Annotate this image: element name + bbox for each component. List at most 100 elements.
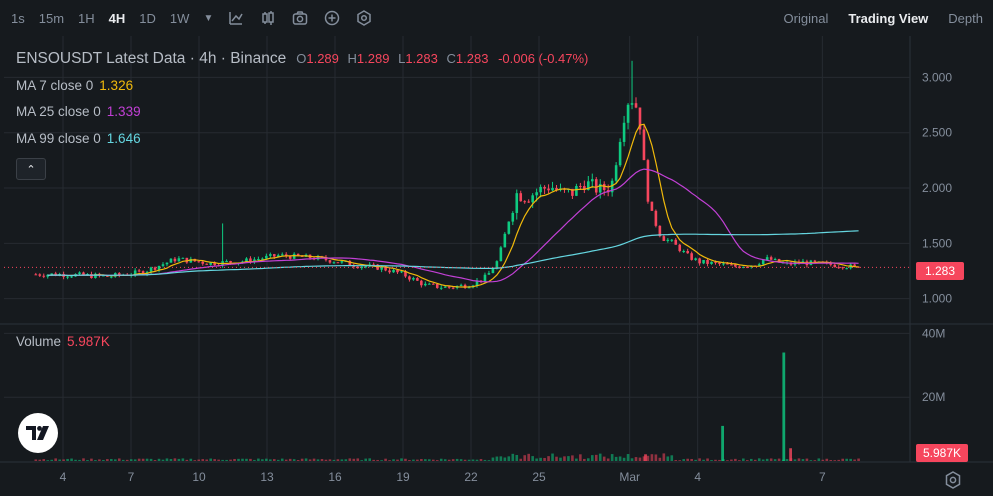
candle-body xyxy=(245,258,248,262)
ohlc-values: O1.289 H1.289 L1.283 C1.283 -0.006 (-0.4… xyxy=(296,51,589,66)
candle-type-icon[interactable] xyxy=(252,0,284,36)
collapse-legend-button[interactable]: ⌃ xyxy=(16,158,46,180)
chart-legend: ENSOUSDT Latest Data · 4h · Binance O1.2… xyxy=(16,50,588,148)
volume-bar xyxy=(344,459,348,461)
volume-bar xyxy=(527,453,530,461)
candle-body xyxy=(261,258,264,260)
candle-body xyxy=(523,201,527,203)
volume-bar xyxy=(316,459,320,461)
candle-body xyxy=(551,187,554,191)
interval-1h[interactable]: 1H xyxy=(78,10,95,26)
candle-body xyxy=(428,283,431,285)
candle-body xyxy=(614,165,618,181)
volume-bar xyxy=(312,458,316,461)
volume-bar xyxy=(694,459,697,461)
volume-bar xyxy=(789,448,792,461)
volume-bar xyxy=(125,459,129,461)
candle-body xyxy=(646,160,650,202)
volume-bar xyxy=(841,458,845,461)
tradingview-logo[interactable] xyxy=(18,413,58,453)
view-trading-view[interactable]: Trading View xyxy=(848,10,929,26)
volume-bar xyxy=(706,458,709,461)
volume-bar xyxy=(555,456,558,461)
volume-bar xyxy=(443,459,447,461)
volume-bar xyxy=(821,459,825,461)
volume-bar xyxy=(543,457,546,461)
volume-bar xyxy=(630,458,634,461)
time-tick-label: 16 xyxy=(328,470,342,484)
volume-bar xyxy=(392,459,395,461)
interval-4h[interactable]: 4H xyxy=(108,10,126,26)
volume-bar xyxy=(702,459,705,461)
candle-body xyxy=(483,274,487,282)
settings-hex-icon[interactable] xyxy=(348,0,380,36)
candle-body xyxy=(590,179,594,182)
volume-bar xyxy=(459,459,463,461)
volume-bar xyxy=(296,460,300,461)
candle-body xyxy=(133,270,137,275)
volume-bar xyxy=(757,458,761,461)
volume-bar xyxy=(579,454,582,461)
interval-15m[interactable]: 15m xyxy=(38,10,65,26)
volume-bar xyxy=(451,459,455,461)
chevron-up-icon: ⌃ xyxy=(26,163,36,176)
candle-body xyxy=(487,273,491,275)
candle-body xyxy=(503,233,507,248)
interval-1s[interactable]: 1s xyxy=(11,10,25,26)
change-value: -0.006 (-0.47%) xyxy=(498,51,589,66)
chart-settings-icon[interactable] xyxy=(940,468,966,492)
volume-bar xyxy=(269,459,272,461)
volume-bar xyxy=(320,459,324,461)
interval-selector: 1s 15m 1H 4H 1D 1W xyxy=(0,11,196,26)
volume-bar xyxy=(376,459,379,461)
volume-bar xyxy=(241,458,244,461)
view-depth[interactable]: Depth xyxy=(948,10,983,26)
volume-bar xyxy=(137,458,141,461)
time-tick-label: 4 xyxy=(694,470,701,484)
volume-bar xyxy=(431,459,435,461)
view-original[interactable]: Original xyxy=(783,10,829,26)
volume-bar xyxy=(117,458,121,461)
candle-body xyxy=(388,270,391,273)
interval-1w[interactable]: 1W xyxy=(169,10,190,26)
candle-body xyxy=(94,273,97,279)
price-chart[interactable]: 3.000 2.500 2.000 1.500 1.000 40M 20M 4 7 10 13 16 1… xyxy=(0,36,993,496)
interval-1d[interactable]: 1D xyxy=(139,10,156,26)
volume-bar xyxy=(336,459,340,461)
candle-body xyxy=(356,266,360,269)
volume-bar xyxy=(400,458,403,461)
candle-body xyxy=(642,129,646,161)
volume-bar xyxy=(499,456,503,461)
volume-bar xyxy=(773,459,777,461)
candle-body xyxy=(165,262,169,265)
volume-bar xyxy=(658,457,662,461)
add-indicator-icon[interactable] xyxy=(316,0,348,36)
candle-body xyxy=(42,275,46,277)
candle-body xyxy=(177,258,181,262)
volume-legend: Volume 5.987K xyxy=(16,334,110,349)
candle-body xyxy=(439,287,443,289)
volume-bar xyxy=(817,458,821,461)
volume-bar xyxy=(853,459,856,461)
line-tool-icon[interactable] xyxy=(220,0,252,36)
volume-bar xyxy=(141,458,145,461)
volume-bar xyxy=(730,459,733,461)
volume-bar xyxy=(50,459,53,461)
volume-bar xyxy=(169,458,173,461)
volume-bar xyxy=(257,458,260,461)
time-tick-label: 7 xyxy=(128,470,135,484)
volume-bar xyxy=(308,459,312,461)
volume-bar xyxy=(102,459,105,461)
candle-body xyxy=(610,180,614,193)
camera-icon[interactable] xyxy=(284,0,316,36)
candle-body xyxy=(272,254,276,257)
chevron-down-icon[interactable]: ▼ xyxy=(203,12,214,24)
candle-body xyxy=(662,236,666,241)
candle-body xyxy=(153,267,157,270)
candle-body xyxy=(269,254,272,256)
candle-body xyxy=(90,274,93,279)
volume-bar xyxy=(563,456,566,461)
volume-bar xyxy=(746,460,749,461)
candle-body xyxy=(726,263,729,265)
price-tick-label: 1.000 xyxy=(922,292,952,306)
